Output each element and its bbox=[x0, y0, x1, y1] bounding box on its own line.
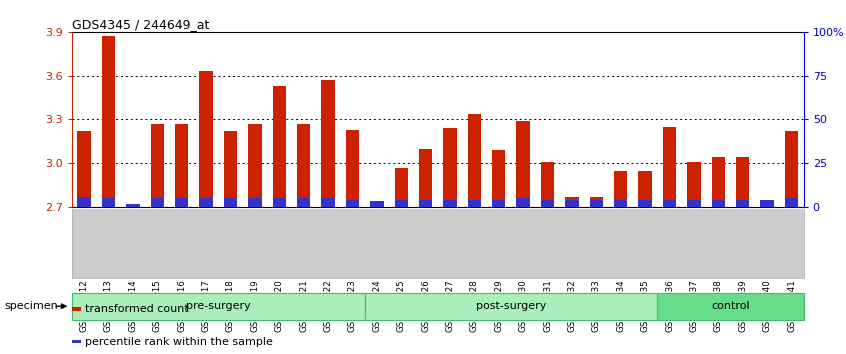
Bar bbox=[321, 198, 335, 207]
Bar bbox=[443, 128, 457, 207]
Bar bbox=[272, 86, 286, 207]
Bar bbox=[370, 201, 383, 207]
Bar bbox=[321, 80, 335, 207]
Bar bbox=[248, 198, 261, 207]
Bar bbox=[102, 198, 115, 207]
Bar bbox=[614, 171, 628, 207]
Text: control: control bbox=[711, 301, 750, 311]
Bar bbox=[126, 204, 140, 207]
Bar bbox=[687, 162, 700, 207]
FancyBboxPatch shape bbox=[72, 293, 365, 320]
Bar bbox=[639, 200, 652, 207]
Bar bbox=[272, 198, 286, 207]
Bar bbox=[72, 340, 80, 343]
Bar bbox=[297, 198, 310, 207]
Bar bbox=[297, 124, 310, 207]
Bar bbox=[175, 198, 189, 207]
Bar bbox=[468, 200, 481, 207]
Bar bbox=[346, 130, 360, 207]
Bar bbox=[126, 204, 140, 207]
Bar bbox=[516, 121, 530, 207]
Bar bbox=[77, 131, 91, 207]
Bar bbox=[736, 158, 750, 207]
Bar bbox=[175, 124, 189, 207]
Bar bbox=[785, 131, 799, 207]
Bar bbox=[590, 200, 603, 207]
Bar bbox=[151, 124, 164, 207]
Text: specimen: specimen bbox=[4, 301, 58, 311]
Bar bbox=[711, 200, 725, 207]
Text: transformed count: transformed count bbox=[85, 304, 189, 314]
Bar bbox=[468, 114, 481, 207]
Text: post-surgery: post-surgery bbox=[475, 301, 547, 311]
Bar bbox=[492, 200, 506, 207]
Bar bbox=[711, 158, 725, 207]
Bar bbox=[541, 200, 554, 207]
Bar bbox=[77, 197, 91, 207]
Bar bbox=[419, 149, 432, 207]
Bar bbox=[639, 171, 652, 207]
Bar bbox=[516, 198, 530, 207]
Bar bbox=[394, 200, 408, 207]
Text: percentile rank within the sample: percentile rank within the sample bbox=[85, 337, 272, 347]
Bar bbox=[102, 36, 115, 207]
Bar bbox=[443, 200, 457, 207]
Bar bbox=[151, 198, 164, 207]
Bar bbox=[785, 198, 799, 207]
Bar bbox=[761, 200, 774, 207]
Bar bbox=[346, 200, 360, 207]
Bar bbox=[662, 127, 676, 207]
Bar bbox=[200, 198, 213, 207]
Bar bbox=[370, 201, 383, 207]
Bar bbox=[419, 200, 432, 207]
FancyBboxPatch shape bbox=[365, 293, 657, 320]
Bar bbox=[662, 200, 676, 207]
Text: pre-surgery: pre-surgery bbox=[186, 301, 250, 311]
Bar bbox=[394, 168, 408, 207]
FancyBboxPatch shape bbox=[657, 293, 804, 320]
Bar bbox=[248, 124, 261, 207]
Bar bbox=[761, 200, 774, 207]
Bar bbox=[492, 150, 506, 207]
Bar bbox=[223, 198, 237, 207]
Bar bbox=[614, 200, 628, 207]
Bar bbox=[565, 200, 579, 207]
Bar bbox=[541, 162, 554, 207]
Text: GDS4345 / 244649_at: GDS4345 / 244649_at bbox=[72, 18, 209, 31]
Bar bbox=[223, 131, 237, 207]
Bar bbox=[687, 200, 700, 207]
Bar bbox=[736, 200, 750, 207]
Bar bbox=[200, 71, 213, 207]
Bar bbox=[590, 197, 603, 207]
Bar bbox=[72, 307, 80, 311]
Bar bbox=[565, 197, 579, 207]
